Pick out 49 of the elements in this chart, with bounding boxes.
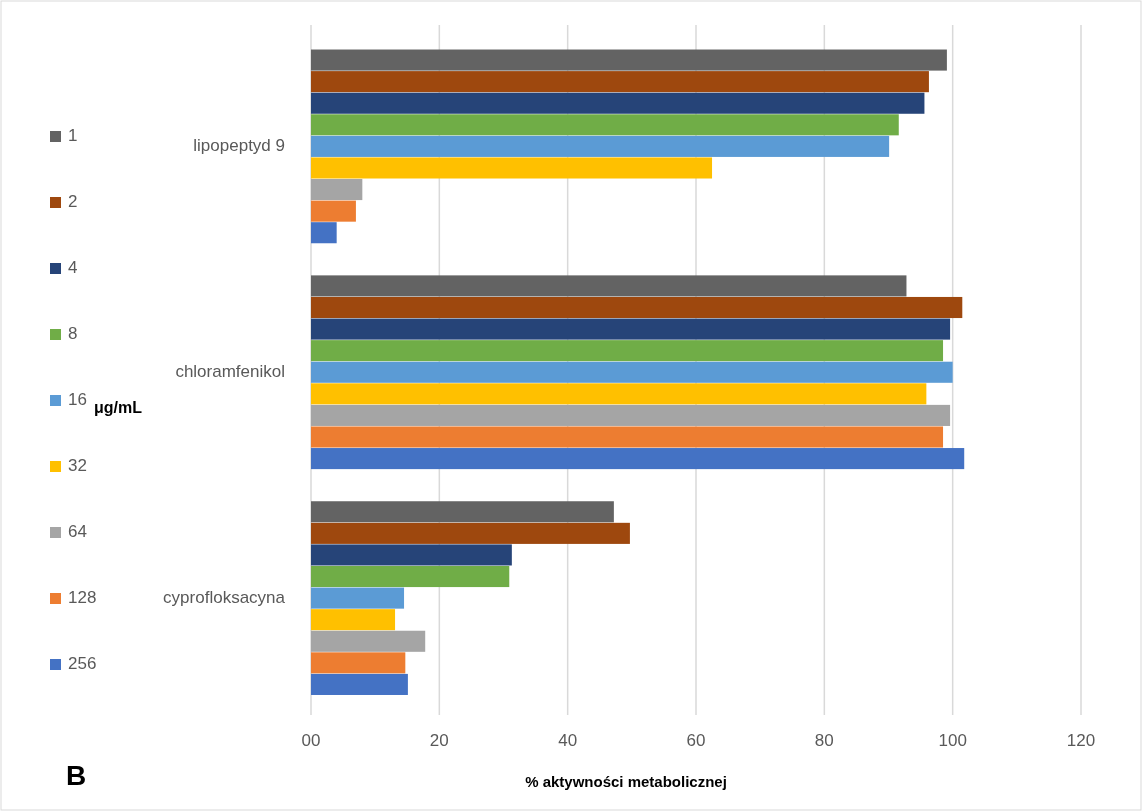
x-tick-label: 40 xyxy=(558,731,578,750)
x-axis-title: % aktywności metabolicznej xyxy=(525,773,727,790)
bar xyxy=(311,318,951,340)
bar xyxy=(311,71,929,93)
x-tick-label: 100 xyxy=(938,731,967,750)
legend-label: 16 xyxy=(68,390,87,410)
bar xyxy=(311,135,890,157)
legend-label: 32 xyxy=(68,456,87,476)
bar xyxy=(311,157,713,179)
x-tick-label: 80 xyxy=(814,731,834,750)
bar xyxy=(311,200,356,222)
legend-label: 1 xyxy=(68,126,78,146)
bar xyxy=(311,587,405,609)
y-tick-label: chloramfenikol xyxy=(175,361,285,381)
legend-label: 4 xyxy=(68,258,78,278)
bar xyxy=(311,296,963,319)
legend-label: 256 xyxy=(68,654,97,674)
text: B xyxy=(66,760,87,791)
x-tick-label: 120 xyxy=(1066,731,1096,750)
bar xyxy=(311,114,899,136)
bar xyxy=(311,92,925,114)
bar xyxy=(311,49,947,71)
x-tick-label: 20 xyxy=(429,731,449,750)
bar xyxy=(311,609,396,631)
bar xyxy=(311,544,512,566)
bar xyxy=(311,222,337,244)
x-tick-label: 60 xyxy=(686,731,706,750)
bar xyxy=(311,652,406,674)
bar xyxy=(311,565,510,588)
y-tick-label: lipopeptyd 9 xyxy=(193,136,285,156)
bar xyxy=(311,673,408,695)
y-tick-label: cyprofloksacyna xyxy=(163,587,286,607)
legend-label: 8 xyxy=(68,324,78,344)
bar xyxy=(311,179,363,201)
x-tick-label: 00 xyxy=(301,731,321,750)
legend-label: 2 xyxy=(68,192,78,212)
bar xyxy=(311,361,953,383)
legend-title: μg/mL xyxy=(94,399,143,417)
bar xyxy=(311,522,630,544)
bar xyxy=(311,448,965,470)
legend-label: 128 xyxy=(68,588,97,608)
bar xyxy=(311,383,927,405)
bar xyxy=(311,501,614,523)
bar xyxy=(311,630,426,652)
bar xyxy=(311,275,907,297)
bar xyxy=(311,404,951,426)
bar xyxy=(311,340,944,362)
bar xyxy=(311,426,944,448)
legend-label: 64 xyxy=(68,522,87,542)
